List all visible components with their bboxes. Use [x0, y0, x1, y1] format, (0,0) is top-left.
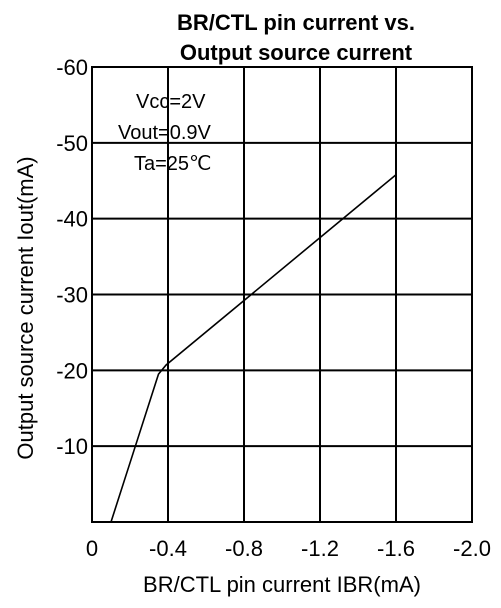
series-group	[110, 174, 397, 523]
y-tick-label: -10	[56, 434, 88, 459]
x-tick-label: 0	[86, 536, 98, 561]
x-tick-label: -0.8	[225, 536, 263, 561]
y-tick-label: -40	[56, 207, 88, 232]
chart-title-line-2: Output source current	[180, 40, 413, 65]
annotation-vout: Vout=0.9V	[118, 122, 212, 144]
y-tick-label: -20	[56, 358, 88, 383]
y-tick-label: -60	[56, 55, 88, 80]
chart-title-line-1: BR/CTL pin current vs.	[177, 10, 415, 35]
x-tick-label: -1.6	[377, 536, 415, 561]
x-tick-label: -0.4	[149, 536, 187, 561]
annotation-ta: Ta=25℃	[134, 153, 212, 175]
x-tick-label: -2.0	[453, 536, 491, 561]
grid	[92, 67, 472, 522]
x-tick-label: -1.2	[301, 536, 339, 561]
x-axis-ticks: 0 -0.4 -0.8 -1.2 -1.6 -2.0	[86, 536, 491, 561]
annotation-vcc: Vcc=2V	[136, 91, 206, 113]
x-axis-title: BR/CTL pin current IBR(mA)	[143, 572, 421, 597]
y-axis-ticks: -10 -20 -30 -40 -50 -60	[56, 55, 88, 459]
series-line	[110, 174, 397, 523]
y-axis-title: Output source current Iout(mA)	[13, 156, 38, 459]
y-tick-label: -30	[56, 283, 88, 308]
y-tick-label: -50	[56, 131, 88, 156]
